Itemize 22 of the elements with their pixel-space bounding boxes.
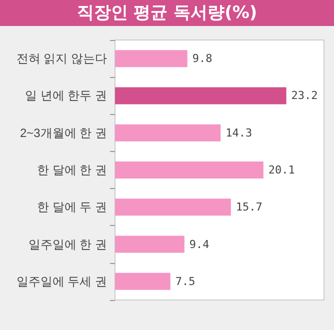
bar bbox=[115, 162, 264, 178]
y-tick-label: 일주일에 한 권 bbox=[28, 237, 107, 252]
bar bbox=[115, 50, 188, 68]
data-label: 15.7 bbox=[236, 200, 262, 214]
chart-title: 직장인 평균 독서량(%) bbox=[0, 0, 334, 26]
y-tick-label: 일주일에 두세 권 bbox=[16, 274, 107, 288]
data-label: 14.3 bbox=[226, 126, 252, 140]
y-tick-label: 2~3개월에 한 권 bbox=[20, 126, 107, 140]
data-label: 7.5 bbox=[175, 274, 196, 288]
bar bbox=[115, 87, 286, 104]
data-label: 20.1 bbox=[268, 164, 295, 176]
y-tick-label: 일 년에 한두 권 bbox=[24, 88, 107, 103]
bar bbox=[115, 272, 170, 290]
bar bbox=[115, 124, 221, 142]
y-tick-label: 한 달에 한 권 bbox=[36, 163, 107, 177]
bar bbox=[115, 198, 231, 216]
y-tick-label: 전혀 읽지 않는다 bbox=[16, 52, 107, 66]
data-label: 9.8 bbox=[192, 52, 212, 66]
y-tick-label: 한 달에 두 권 bbox=[36, 200, 107, 214]
bar bbox=[115, 236, 184, 253]
data-label: 23.2 bbox=[291, 89, 318, 102]
data-label: 9.4 bbox=[189, 238, 210, 251]
